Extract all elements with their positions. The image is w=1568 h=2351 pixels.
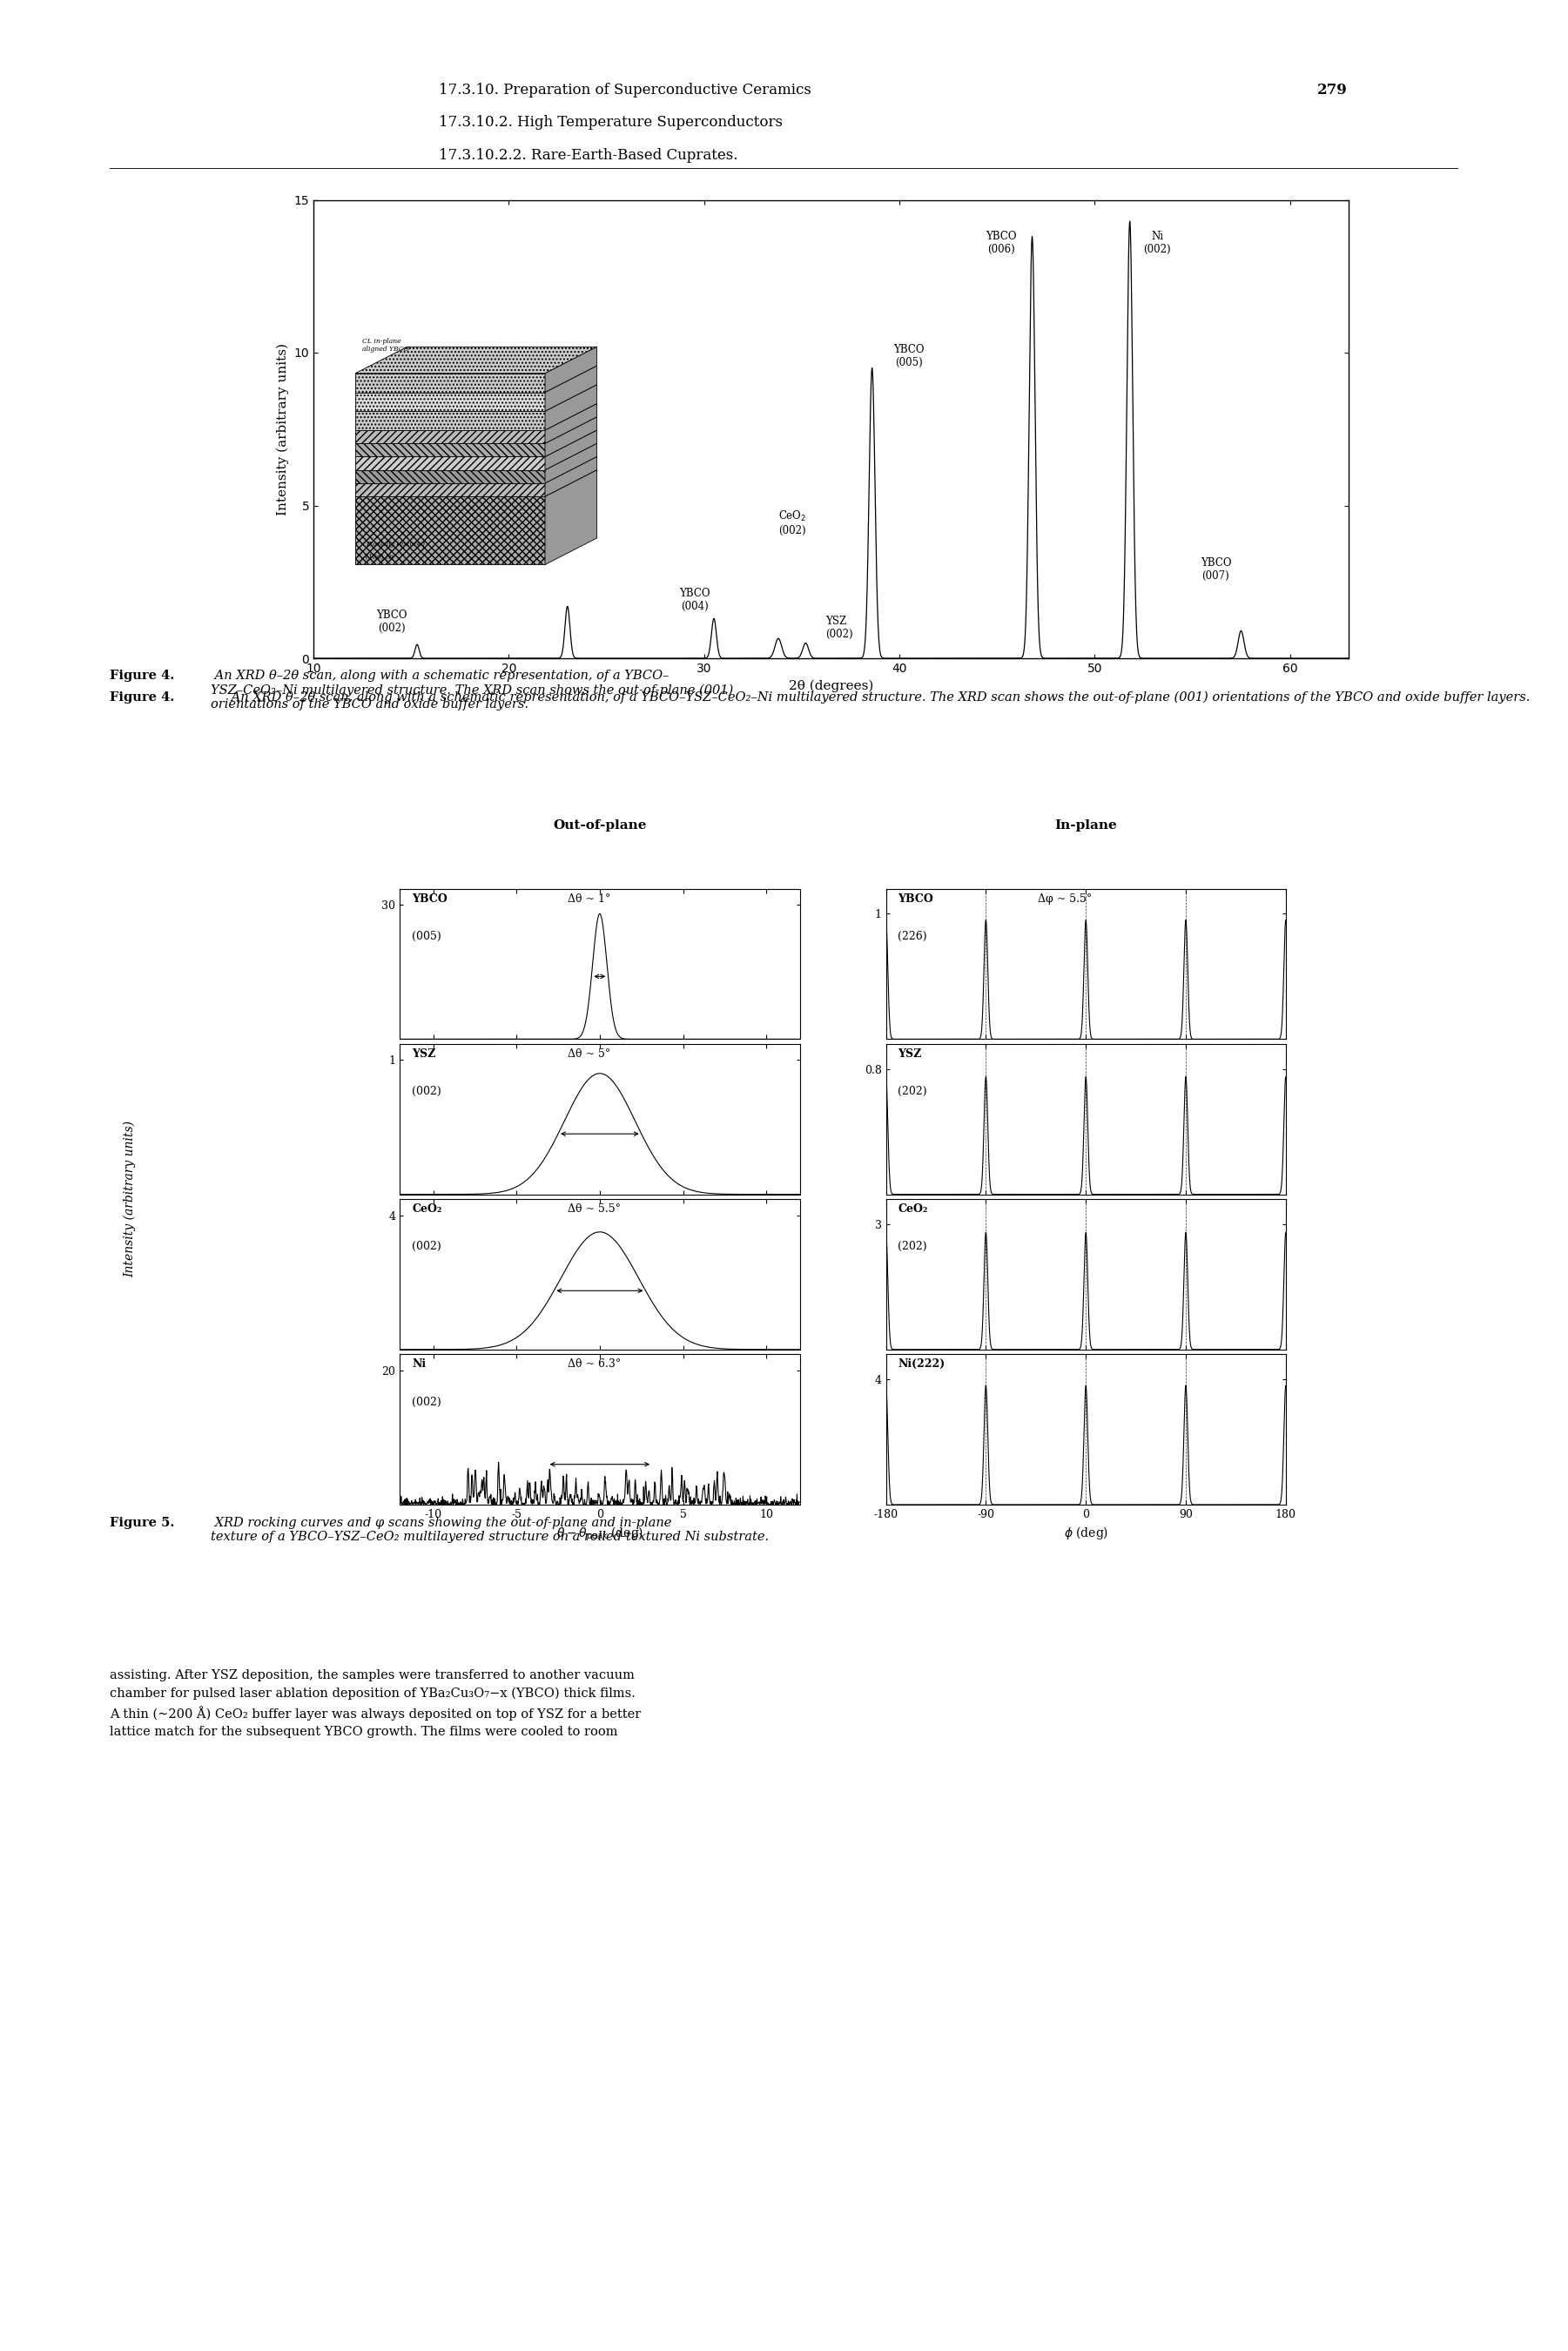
Text: 17.3.10.2. High Temperature Superconductors: 17.3.10.2. High Temperature Superconduct… (439, 115, 782, 129)
Polygon shape (546, 430, 597, 470)
Text: YBCO
(007): YBCO (007) (1200, 557, 1231, 583)
Polygon shape (356, 348, 597, 374)
Text: CeO$_2$
(002): CeO$_2$ (002) (778, 508, 806, 536)
Text: Ni: Ni (412, 1359, 426, 1371)
Text: 17.3.10.2.2. Rare-Earth-Based Cuprates.: 17.3.10.2.2. Rare-Earth-Based Cuprates. (439, 148, 739, 162)
Polygon shape (356, 411, 546, 430)
Text: YBCO
(004): YBCO (004) (679, 588, 710, 611)
Text: (100) Ni: (100) Ni (365, 552, 394, 560)
Text: 17.3.10. Preparation of Superconductive Ceramics: 17.3.10. Preparation of Superconductive … (439, 82, 812, 96)
Polygon shape (546, 416, 597, 456)
Polygon shape (356, 470, 597, 496)
Text: YBCO
(003): YBCO (003) (528, 517, 560, 543)
Polygon shape (356, 367, 597, 393)
Polygon shape (546, 404, 597, 444)
X-axis label: $\theta - \theta_{peak}$ (deg): $\theta - \theta_{peak}$ (deg) (557, 1526, 643, 1542)
Text: assisting. After YSZ deposition, the samples were transferred to another vacuum
: assisting. After YSZ deposition, the sam… (110, 1669, 641, 1737)
Polygon shape (356, 416, 597, 444)
Text: 279: 279 (1317, 82, 1347, 96)
Text: An XRD θ–2θ scan, along with a schematic representation, of a YBCO–
YSZ–CeO₂–Ni : An XRD θ–2θ scan, along with a schematic… (210, 670, 734, 710)
X-axis label: 2θ (degrees): 2θ (degrees) (789, 679, 873, 691)
Text: CL in-plane
aligned YBCO: CL in-plane aligned YBCO (362, 339, 409, 353)
X-axis label: $\phi$ (deg): $\phi$ (deg) (1063, 1526, 1109, 1542)
Text: YBCO: YBCO (898, 893, 933, 905)
Text: Figure 4.: Figure 4. (110, 670, 174, 682)
Y-axis label: Intensity (arbitrary units): Intensity (arbitrary units) (276, 343, 289, 515)
Text: Δθ ~ 5.5°: Δθ ~ 5.5° (568, 1204, 621, 1215)
Polygon shape (356, 470, 546, 484)
Polygon shape (356, 444, 597, 470)
Polygon shape (356, 430, 546, 444)
Text: Δφ ~ 5.5°: Δφ ~ 5.5° (1038, 893, 1091, 905)
Text: Figure 4.: Figure 4. (110, 691, 174, 703)
Text: Out-of-plane: Out-of-plane (554, 818, 646, 832)
Text: In-plane: In-plane (1055, 818, 1116, 832)
Polygon shape (356, 496, 546, 564)
Text: YSZ
(002): YSZ (002) (825, 616, 853, 639)
Polygon shape (356, 456, 597, 484)
Text: CeO₂: CeO₂ (412, 1204, 442, 1215)
Polygon shape (356, 404, 597, 430)
Polygon shape (356, 374, 546, 393)
Polygon shape (356, 444, 546, 456)
Text: Ni(222): Ni(222) (898, 1359, 946, 1371)
Text: YBCO
(005): YBCO (005) (894, 343, 925, 369)
Polygon shape (356, 430, 597, 456)
Text: (226): (226) (898, 931, 927, 943)
Text: Intensity (arbitrary units): Intensity (arbitrary units) (124, 1121, 135, 1277)
Polygon shape (546, 386, 597, 430)
Text: YBCO: YBCO (412, 893, 447, 905)
Text: An XRD θ–2θ scan, along with a schematic representation, of a YBCO–YSZ–CeO₂–Ni m: An XRD θ–2θ scan, along with a schematic… (227, 691, 1530, 703)
Text: (002): (002) (412, 1241, 441, 1253)
Text: Figure 5.: Figure 5. (110, 1516, 174, 1528)
Polygon shape (546, 456, 597, 496)
Text: Δθ ~ 5°: Δθ ~ 5° (568, 1049, 610, 1060)
Text: (202): (202) (898, 1086, 927, 1098)
Polygon shape (356, 386, 597, 411)
Text: YSZ: YSZ (412, 1049, 436, 1060)
Text: Δθ ~ 1°: Δθ ~ 1° (568, 893, 612, 905)
Polygon shape (546, 444, 597, 484)
Polygon shape (546, 348, 597, 393)
Text: Biaxially textured: Biaxially textured (365, 541, 425, 548)
Text: (002): (002) (412, 1086, 441, 1098)
Text: (002): (002) (412, 1396, 441, 1408)
Polygon shape (546, 470, 597, 564)
Text: XRD rocking curves and φ scans showing the out-of-plane and in-plane
texture of : XRD rocking curves and φ scans showing t… (210, 1516, 768, 1542)
Polygon shape (356, 393, 546, 411)
Text: CeO₂: CeO₂ (898, 1204, 928, 1215)
Text: Ni
(002): Ni (002) (1143, 230, 1171, 254)
Text: (202): (202) (898, 1241, 927, 1253)
Polygon shape (356, 484, 546, 496)
Text: YBCO
(006): YBCO (006) (985, 230, 1016, 254)
Polygon shape (546, 367, 597, 411)
Text: (005): (005) (412, 931, 441, 943)
Text: YBCO
(002): YBCO (002) (376, 609, 408, 635)
Polygon shape (356, 456, 546, 470)
Text: YSZ: YSZ (898, 1049, 922, 1060)
Text: Δθ ~ 6.3°: Δθ ~ 6.3° (568, 1359, 621, 1371)
